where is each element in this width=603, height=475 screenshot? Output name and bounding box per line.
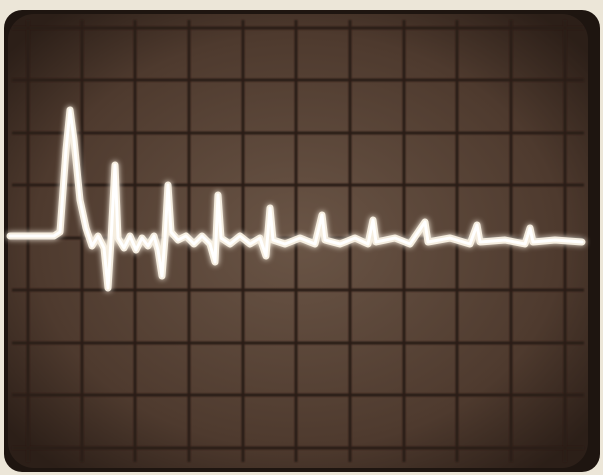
oscilloscope-photo [0, 0, 603, 475]
page [0, 0, 603, 475]
